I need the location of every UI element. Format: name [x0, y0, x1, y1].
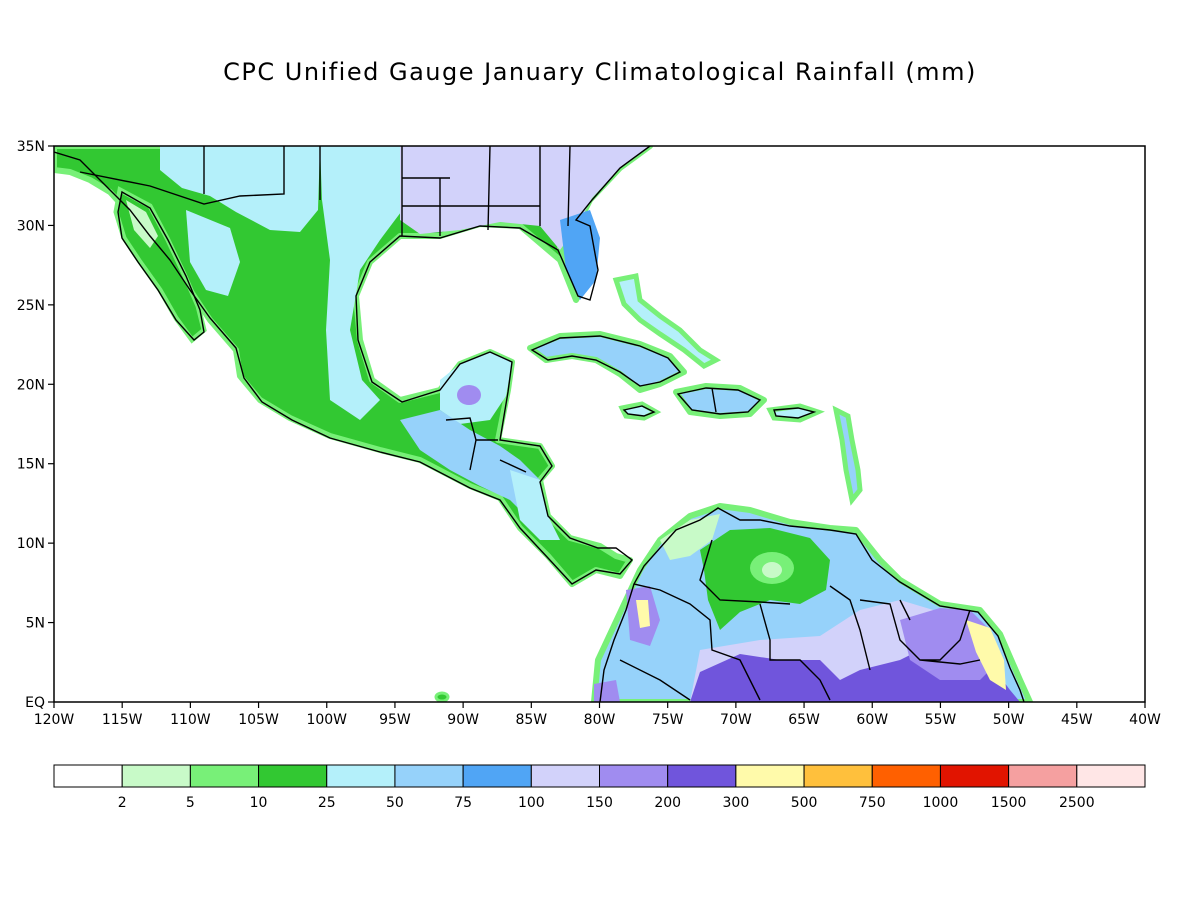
- cuba-coastline: [530, 335, 682, 387]
- colorbar-swatch: [735, 764, 805, 788]
- colorbar-label: 2: [118, 795, 127, 811]
- colorbar-swatch: [1076, 764, 1146, 788]
- colorbar-label: 5: [186, 795, 195, 811]
- colorbar-swatch: [326, 764, 396, 788]
- lesser-antilles: [832, 405, 863, 506]
- bahamas: [612, 273, 722, 369]
- lon-tick-label: 75W: [652, 712, 684, 728]
- central-america-light-blue: [510, 470, 560, 540]
- lon-tick-label: 100W: [306, 712, 347, 728]
- jamaica-coastline: [622, 405, 656, 417]
- lat-tick-label: 30N: [17, 218, 45, 234]
- north-america-coastline: [54, 146, 651, 585]
- lon-tick-label: 40W: [1129, 712, 1161, 728]
- venezuela-dry-core: [762, 562, 782, 578]
- lat-tick-label: 20N: [17, 377, 45, 393]
- lat-tick-label: 35N: [17, 139, 45, 155]
- hispaniola: [673, 383, 767, 419]
- us-interior-lines: [203, 146, 571, 236]
- latitude-axis: 35N 30N 25N 20N 15N 10N 5N EQ: [17, 139, 54, 711]
- central-america-blue: [400, 410, 540, 520]
- galapagos: [434, 691, 450, 702]
- colorbar-swatch: [189, 764, 260, 788]
- colorbar-label: 25: [318, 795, 336, 811]
- lon-tick-label: 120W: [34, 712, 75, 728]
- colorbar-label: 750: [859, 795, 886, 811]
- longitude-axis: 120W 115W 110W 105W 100W 95W 90W 85W 80W 75W 70W 65…: [34, 702, 1161, 728]
- lon-tick-label: 90W: [447, 712, 479, 728]
- colorbar-label: 150: [586, 795, 613, 811]
- colorbar-swatch: [394, 764, 464, 788]
- lon-tick-label: 55W: [925, 712, 957, 728]
- lon-tick-label: 110W: [170, 712, 211, 728]
- lat-tick-label: 10N: [17, 536, 45, 552]
- coastlines: [54, 146, 1025, 702]
- south-america-borders: [619, 539, 981, 701]
- colorbar-label: 1000: [923, 795, 959, 811]
- south-america-coastline: [599, 507, 1025, 702]
- baja-coastline: [117, 190, 205, 341]
- lon-tick-label: 85W: [515, 712, 547, 728]
- colorbar-swatch: [803, 764, 873, 788]
- lat-tick-label: 15N: [17, 457, 45, 473]
- colorbar-swatch: [530, 764, 600, 788]
- lon-tick-label: 115W: [102, 712, 143, 728]
- pacific-coast-light-blue: [186, 210, 240, 296]
- colorbar-label: 500: [791, 795, 818, 811]
- sonora-light-blue: [160, 146, 320, 232]
- colorbar-label: 50: [386, 795, 404, 811]
- colombia-light-green: [660, 514, 720, 560]
- colorbar-swatch: [121, 764, 191, 788]
- hispaniola-coastline: [676, 387, 762, 415]
- yucatan-purple-spot: [457, 385, 481, 405]
- lon-tick-label: 65W: [788, 712, 820, 728]
- colorbar-label: 100: [518, 795, 545, 811]
- colorbar-swatch: [258, 764, 328, 788]
- rainfall-fields: [54, 146, 1033, 702]
- choco-yellow: [636, 600, 650, 628]
- colorbar-label: 1500: [991, 795, 1027, 811]
- guiana-coast-yellow: [966, 620, 1006, 690]
- us-south-light-purple: [400, 146, 650, 250]
- colorbar-swatch: [599, 764, 669, 788]
- ecuador-purple: [594, 680, 620, 702]
- colorbar-swatch: [667, 764, 737, 788]
- colorbar-swatch: [939, 764, 1010, 788]
- lon-tick-label: 70W: [720, 712, 752, 728]
- colorbar-label: 2500: [1059, 795, 1095, 811]
- colorbar-swatch: [53, 764, 123, 788]
- colorbar-label: 10: [250, 795, 268, 811]
- lon-tick-label: 105W: [238, 712, 279, 728]
- colorbar-swatch: [1008, 764, 1078, 788]
- lon-tick-label: 60W: [856, 712, 888, 728]
- colorbar: 2 5 10 25 50 75 100 150 200 300 500 750 1000 1500 2500: [53, 764, 1146, 811]
- map-title: CPC Unified Gauge January Climatological…: [223, 58, 977, 86]
- lon-tick-label: 45W: [1061, 712, 1093, 728]
- colorbar-label: 200: [654, 795, 681, 811]
- lon-tick-label: 50W: [993, 712, 1025, 728]
- guatemala-belize-lines: [445, 417, 527, 473]
- colorbar-swatch: [462, 764, 532, 788]
- lon-tick-label: 95W: [379, 712, 411, 728]
- colorbar-label: 300: [723, 795, 750, 811]
- lat-tick-label: 25N: [17, 298, 45, 314]
- colorbar-label: 75: [454, 795, 472, 811]
- lat-tick-label: EQ: [25, 695, 45, 711]
- gulf-coast-light-blue: [320, 146, 410, 420]
- lat-tick-label: 5N: [26, 616, 45, 632]
- colorbar-swatch: [871, 764, 941, 788]
- lon-tick-label: 80W: [584, 712, 616, 728]
- puerto-rico-coastline: [773, 407, 817, 419]
- us-mexico-border: [79, 146, 285, 205]
